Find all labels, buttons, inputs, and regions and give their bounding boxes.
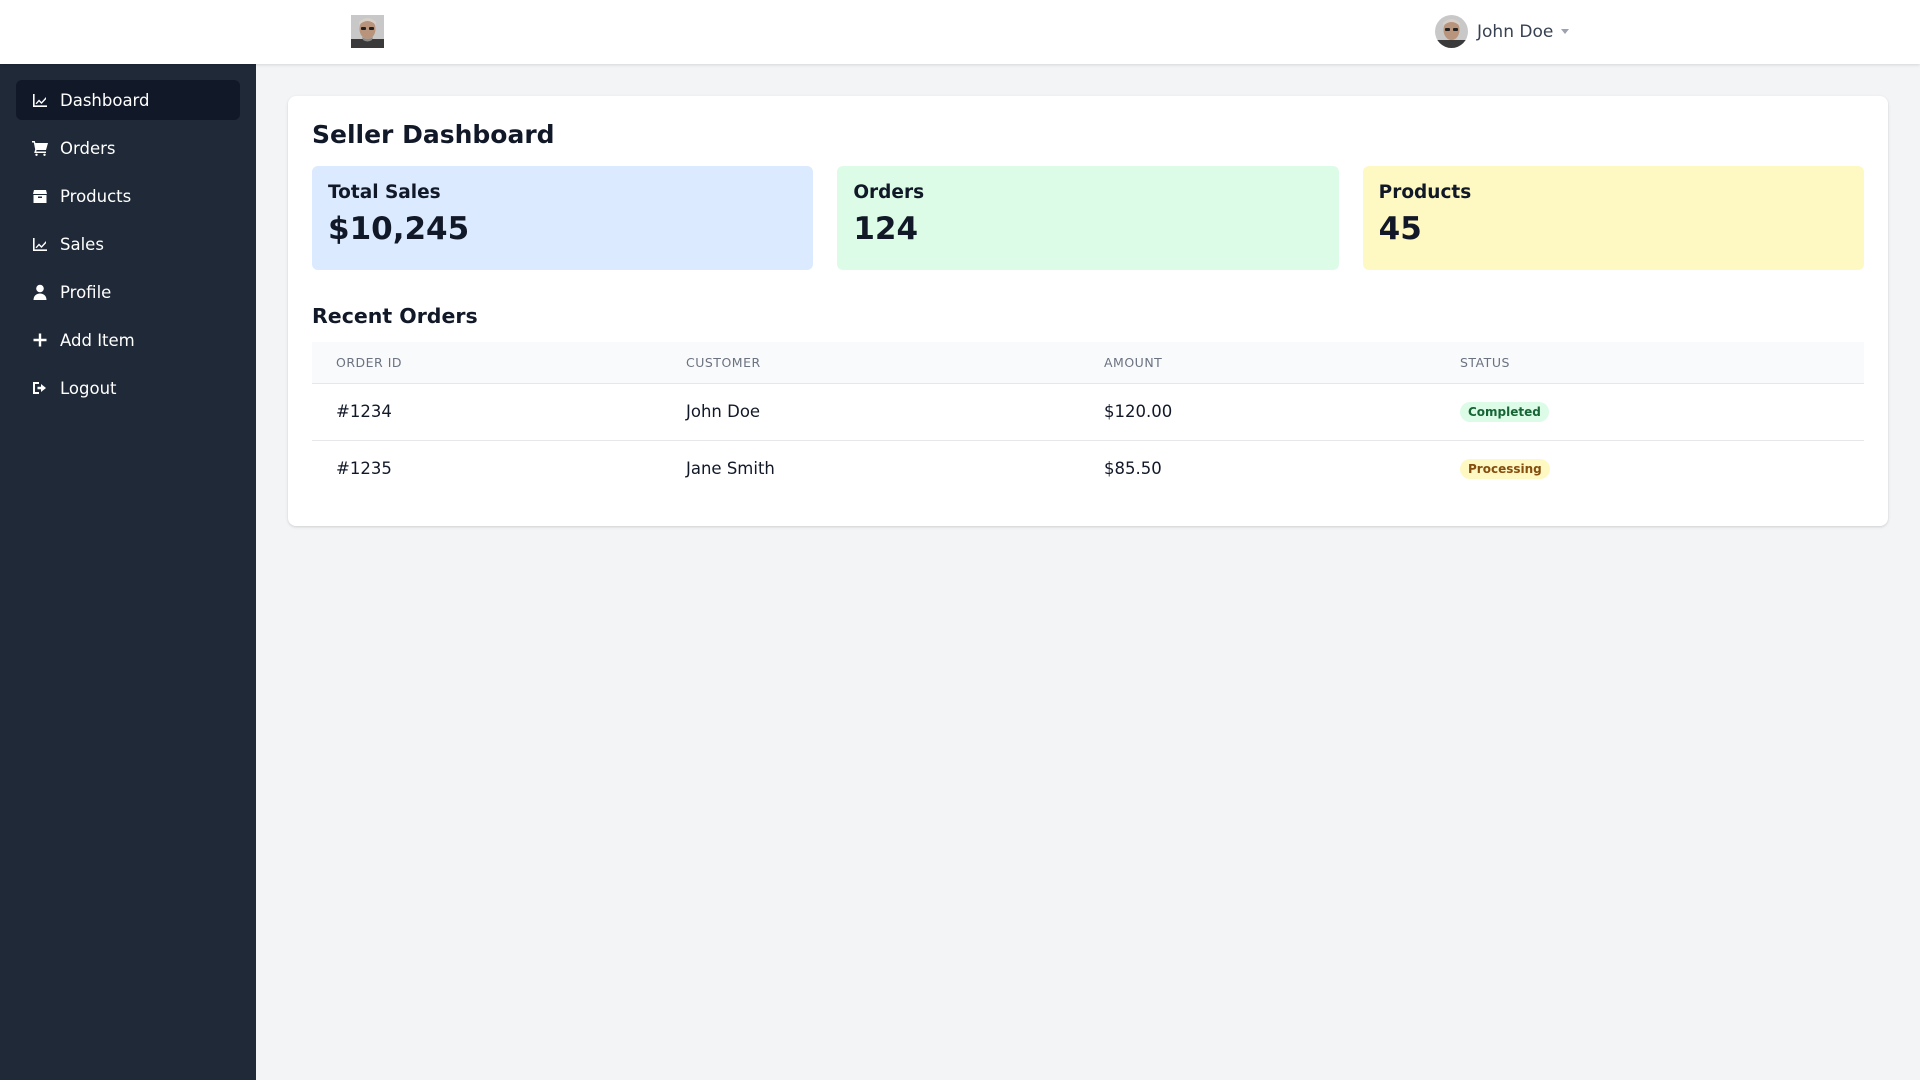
stat-value: 124 [853, 211, 919, 247]
amount-cell: $120.00 [1080, 383, 1436, 441]
table-row[interactable]: #1235 Jane Smith $85.50 Processing [312, 440, 1864, 497]
page-title: Seller Dashboard [312, 120, 555, 149]
sidebar-item-label: Profile [60, 282, 112, 302]
recent-orders-table: ORDER ID CUSTOMER AMOUNT STATUS #1234 Jo… [312, 342, 1864, 497]
sidebar-item-orders[interactable]: Orders [16, 128, 240, 168]
order-id-cell: #1234 [312, 383, 662, 441]
column-header-amount: AMOUNT [1080, 342, 1436, 384]
user-avatar-icon [1435, 15, 1468, 48]
stat-label: Orders [853, 182, 925, 203]
order-id-cell: #1235 [336, 459, 392, 479]
stat-label: Products [1378, 182, 1472, 203]
sidebar-item-label: Add Item [60, 330, 135, 350]
sidebar-item-dashboard[interactable]: Dashboard [16, 80, 240, 120]
sidebar-item-add-item[interactable]: Add Item [16, 320, 240, 360]
sidebar: Dashboard Orders Products Sales Profile … [0, 64, 256, 1080]
user-icon [32, 284, 48, 300]
customer-cell: Jane Smith [686, 459, 775, 479]
user-name: John Doe [1477, 21, 1554, 42]
stats-row: Total Sales $10,245 Orders 124 Products … [312, 166, 1864, 270]
dashboard-card: Seller Dashboard Total Sales $10,245 Ord… [288, 96, 1888, 526]
column-header-order-id: ORDER ID [312, 342, 662, 384]
sidebar-item-label: Logout [60, 378, 117, 398]
sidebar-item-profile[interactable]: Profile [16, 272, 240, 312]
column-header-status: STATUS [1436, 342, 1864, 384]
stat-orders: Orders 124 [837, 166, 1339, 270]
sidebar-item-sales[interactable]: Sales [16, 224, 240, 264]
table-row[interactable]: #1234 John Doe $120.00 Completed [312, 383, 1864, 441]
sidebar-item-label: Sales [60, 234, 104, 254]
top-header: John Doe [0, 0, 1920, 64]
stat-value: $10,245 [328, 211, 470, 247]
stat-value: 45 [1378, 211, 1422, 247]
box-icon [32, 188, 48, 204]
column-header-customer: CUSTOMER [662, 342, 1080, 384]
table-header-row: ORDER ID CUSTOMER AMOUNT STATUS [312, 342, 1864, 384]
plus-icon [32, 332, 48, 348]
customer-cell: John Doe [662, 383, 1080, 441]
logo-photo-icon [351, 15, 384, 48]
sidebar-item-label: Products [60, 186, 132, 206]
status-cell: Processing [1436, 440, 1864, 497]
amount-cell: $85.50 [1104, 459, 1162, 479]
stat-total-sales: Total Sales $10,245 [312, 166, 814, 270]
status-cell: Completed [1436, 383, 1864, 441]
sign-out-icon [32, 380, 48, 396]
sidebar-item-products[interactable]: Products [16, 176, 240, 216]
avatar [1435, 15, 1468, 48]
chart-line-icon [32, 236, 48, 252]
chart-line-icon [32, 92, 48, 108]
chevron-down-icon [1561, 29, 1570, 34]
sidebar-item-logout[interactable]: Logout [16, 368, 240, 408]
stat-label: Total Sales [328, 182, 441, 203]
recent-orders-title: Recent Orders [312, 304, 478, 328]
status-badge: Completed [1460, 402, 1549, 422]
sidebar-item-label: Orders [60, 138, 116, 158]
status-badge: Processing [1460, 459, 1550, 480]
user-menu[interactable]: John Doe [1435, 15, 1570, 48]
shopping-cart-icon [32, 140, 48, 156]
logo[interactable] [351, 15, 384, 48]
stat-products: Products 45 [1362, 166, 1864, 270]
sidebar-item-label: Dashboard [60, 90, 150, 110]
